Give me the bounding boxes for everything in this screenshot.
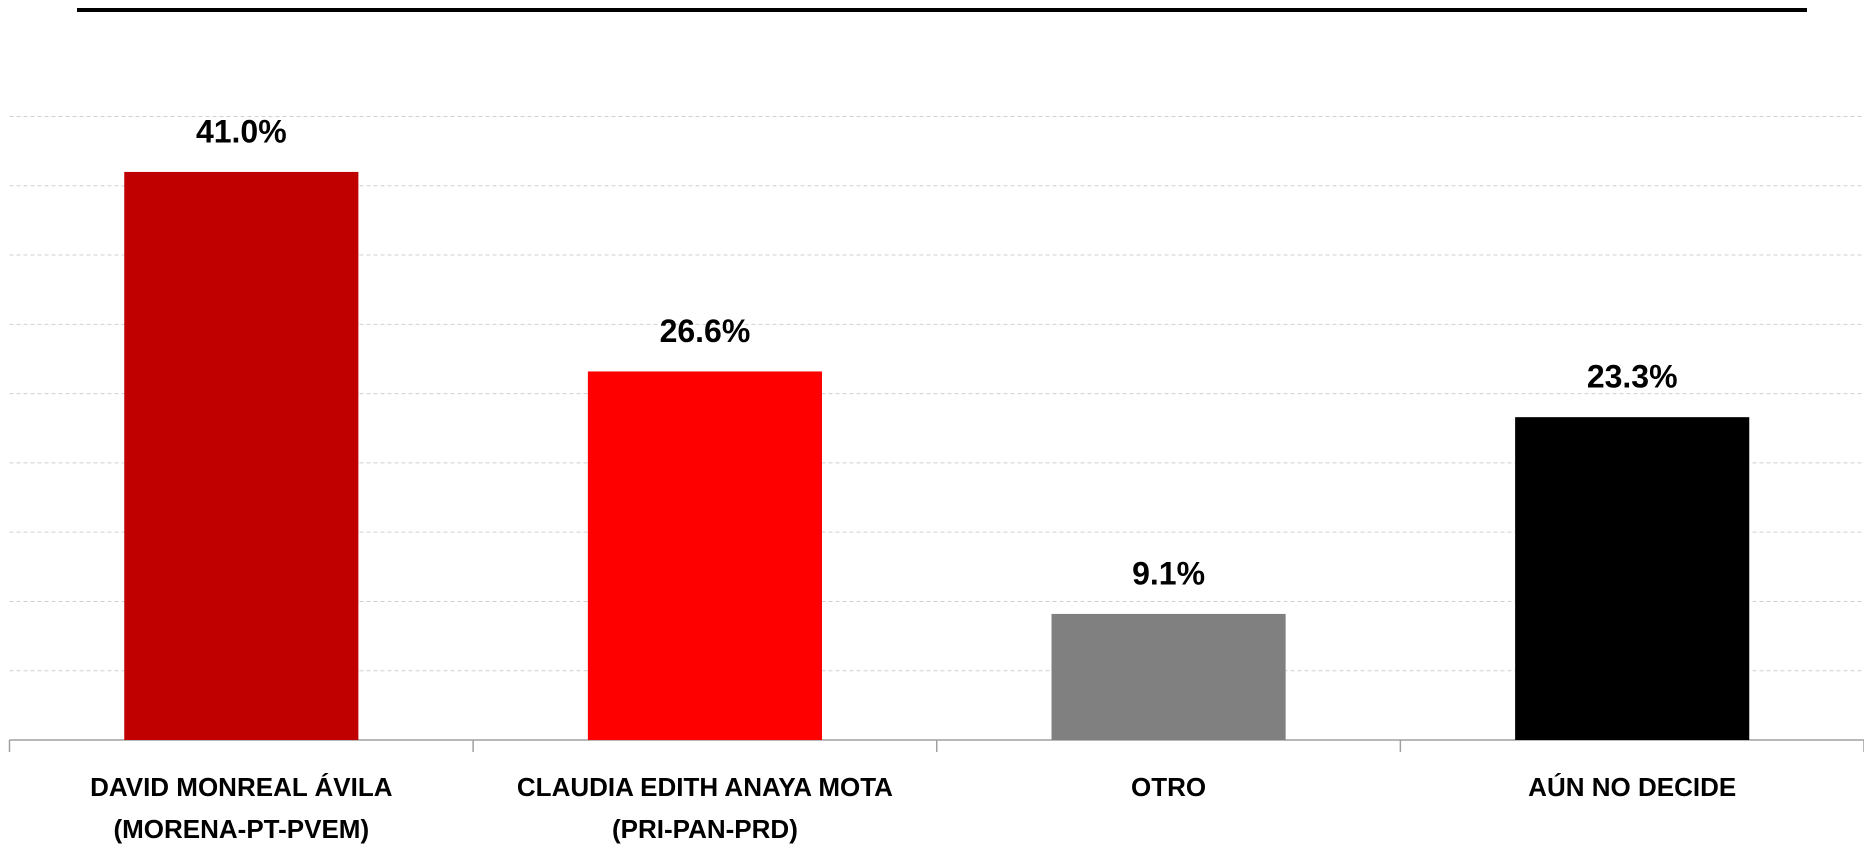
value-label: 26.6%: [660, 313, 751, 349]
bar: [587, 371, 823, 740]
value-label: 41.0%: [196, 113, 287, 149]
x-tick-label: AÚN NO DECIDE: [1528, 772, 1737, 802]
bar: [1515, 417, 1750, 740]
bar: [1051, 613, 1286, 740]
value-label: 23.3%: [1587, 359, 1678, 395]
x-tick-label: CLAUDIA EDITH ANAYA MOTA (PRI-PAN-PRD): [516, 772, 893, 844]
x-tick-label: OTRO: [1131, 772, 1207, 802]
x-tick-label: DAVID MONREAL ÁVILA (MORENA-PT-PVEM): [90, 772, 393, 844]
value-label: 9.1%: [1132, 555, 1205, 591]
bar: [124, 171, 359, 740]
